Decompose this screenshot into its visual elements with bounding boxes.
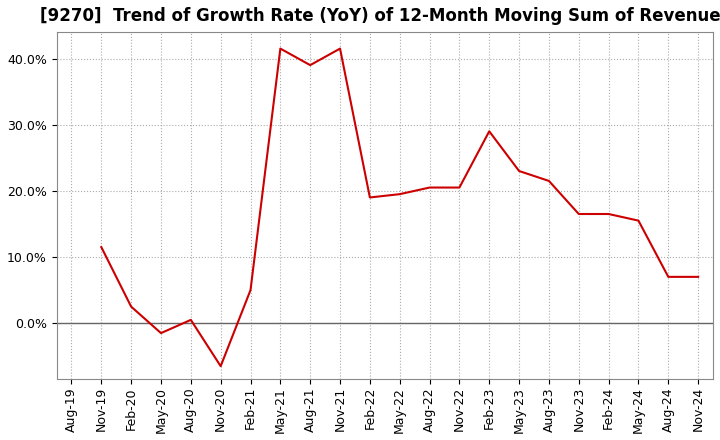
Title: [9270]  Trend of Growth Rate (YoY) of 12-Month Moving Sum of Revenues: [9270] Trend of Growth Rate (YoY) of 12-… — [40, 7, 720, 25]
